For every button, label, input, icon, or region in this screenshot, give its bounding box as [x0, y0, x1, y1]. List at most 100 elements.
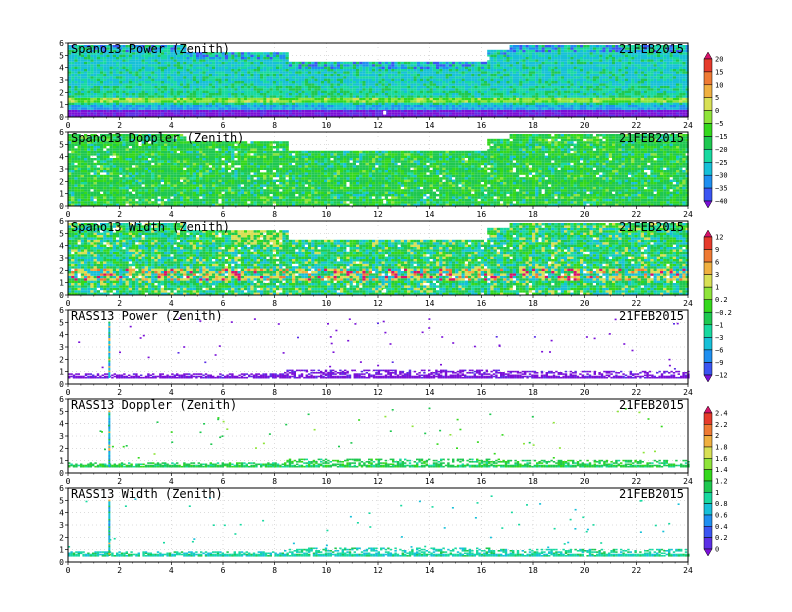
- x-tick-label: 6: [221, 566, 226, 575]
- colorbar-label: −1: [715, 321, 723, 329]
- colorbar-label: 9: [715, 246, 719, 254]
- x-tick-label: 20: [580, 121, 590, 130]
- panel-date: 21FEB2015: [619, 220, 684, 234]
- x-tick-label: 24: [683, 121, 693, 130]
- y-tick-label: 0: [59, 380, 64, 389]
- x-tick-label: 24: [683, 566, 693, 575]
- colorbar-label: −20: [715, 146, 728, 154]
- colorbar-segment: [703, 261, 713, 275]
- y-tick-label: 6: [59, 128, 64, 137]
- x-tick-label: 24: [683, 388, 693, 397]
- panel-date: 21FEB2015: [619, 42, 684, 56]
- x-tick-label: 2: [117, 388, 122, 397]
- colorbar-segment: [703, 236, 713, 250]
- colorbar-label: 2.4: [715, 410, 728, 418]
- colorbar-label: 1.4: [715, 466, 728, 474]
- colorbar-label: 0: [715, 107, 719, 115]
- colorbar-label: 1: [715, 284, 719, 292]
- panel-date: 21FEB2015: [619, 487, 684, 501]
- x-tick-label: 0: [66, 388, 71, 397]
- x-tick-label: 10: [322, 210, 332, 219]
- x-tick-label: 22: [632, 566, 642, 575]
- y-tick-label: 1: [59, 546, 64, 555]
- x-tick-label: 2: [117, 477, 122, 486]
- colorbar-segment: [703, 110, 713, 124]
- y-tick-label: 2: [59, 355, 64, 364]
- y-tick-label: 0: [59, 291, 64, 300]
- colorbar-bottom-arrow: [703, 548, 713, 557]
- x-tick-label: 4: [169, 566, 174, 575]
- x-tick-label: 20: [580, 566, 590, 575]
- colorbar-segment: [703, 58, 713, 73]
- colorbar-label: 1: [715, 489, 719, 497]
- y-tick-label: 2: [59, 177, 64, 186]
- colorbar-segment: [703, 503, 713, 516]
- x-tick-label: 12: [373, 388, 383, 397]
- panel-title: RASS13 Width (Zenith): [71, 487, 223, 501]
- colorbar-label: 0.2: [715, 534, 728, 542]
- colorbar-label: −30: [715, 172, 728, 180]
- x-tick-label: 18: [528, 299, 538, 308]
- x-tick-label: 12: [373, 210, 383, 219]
- x-tick-label: 0: [66, 566, 71, 575]
- x-tick-label: 4: [169, 299, 174, 308]
- x-tick-label: 6: [221, 121, 226, 130]
- x-tick-label: 18: [528, 388, 538, 397]
- x-tick-label: 24: [683, 210, 693, 219]
- y-tick-label: 5: [59, 496, 64, 505]
- x-tick-label: 8: [272, 477, 277, 486]
- colorbar-segment: [703, 136, 713, 150]
- colorbar-segment: [703, 480, 713, 493]
- colorbar-label: −0.2: [715, 309, 732, 317]
- x-tick-label: 10: [322, 121, 332, 130]
- x-tick-label: 12: [373, 477, 383, 486]
- x-tick-label: 20: [580, 299, 590, 308]
- data-field: [68, 134, 689, 206]
- colorbar-top-arrow: [703, 405, 713, 414]
- colorbar-segment: [703, 435, 713, 448]
- y-tick-label: 1: [59, 457, 64, 466]
- colorbar-label: −25: [715, 159, 728, 167]
- x-tick-label: 22: [632, 388, 642, 397]
- y-tick-label: 1: [59, 190, 64, 199]
- x-tick-label: 8: [272, 121, 277, 130]
- y-tick-label: 3: [59, 432, 64, 441]
- colorbar-segment: [703, 299, 713, 313]
- x-tick-label: 14: [425, 210, 435, 219]
- colorbar-segment: [703, 412, 713, 425]
- x-tick-label: 4: [169, 477, 174, 486]
- colorbar-segment: [703, 526, 713, 538]
- x-tick-label: 2: [117, 210, 122, 219]
- colorbar-segment: [703, 458, 713, 470]
- colorbar-segment: [703, 187, 713, 202]
- colorbar-segment: [703, 514, 713, 527]
- panel-title: RASS13 Power (Zenith): [71, 309, 223, 323]
- colorbar-label: 0.2: [715, 296, 728, 304]
- y-tick-label: 1: [59, 101, 64, 110]
- colorbar-segment: [703, 492, 713, 504]
- y-tick-label: 3: [59, 76, 64, 85]
- y-tick-label: 1: [59, 279, 64, 288]
- x-tick-label: 14: [425, 388, 435, 397]
- y-tick-label: 0: [59, 113, 64, 122]
- panel-title: Spano13 Width (Zenith): [71, 220, 230, 234]
- x-tick-label: 12: [373, 299, 383, 308]
- x-tick-label: 10: [322, 477, 332, 486]
- y-tick-label: 4: [59, 153, 64, 162]
- y-tick-label: 2: [59, 266, 64, 275]
- x-tick-label: 4: [169, 388, 174, 397]
- y-tick-label: 6: [59, 217, 64, 226]
- panel-date: 21FEB2015: [619, 398, 684, 412]
- y-tick-label: 4: [59, 64, 64, 73]
- colorbar-label: 0: [715, 546, 719, 554]
- x-tick-label: 16: [477, 121, 487, 130]
- colorbar-label: 2.2: [715, 421, 728, 429]
- x-tick-label: 12: [373, 121, 383, 130]
- colorbar-label: 0.4: [715, 523, 728, 531]
- panel-title: Spano13 Power (Zenith): [71, 42, 230, 56]
- x-tick-label: 2: [117, 566, 122, 575]
- y-tick-label: 6: [59, 484, 64, 493]
- x-tick-label: 12: [373, 566, 383, 575]
